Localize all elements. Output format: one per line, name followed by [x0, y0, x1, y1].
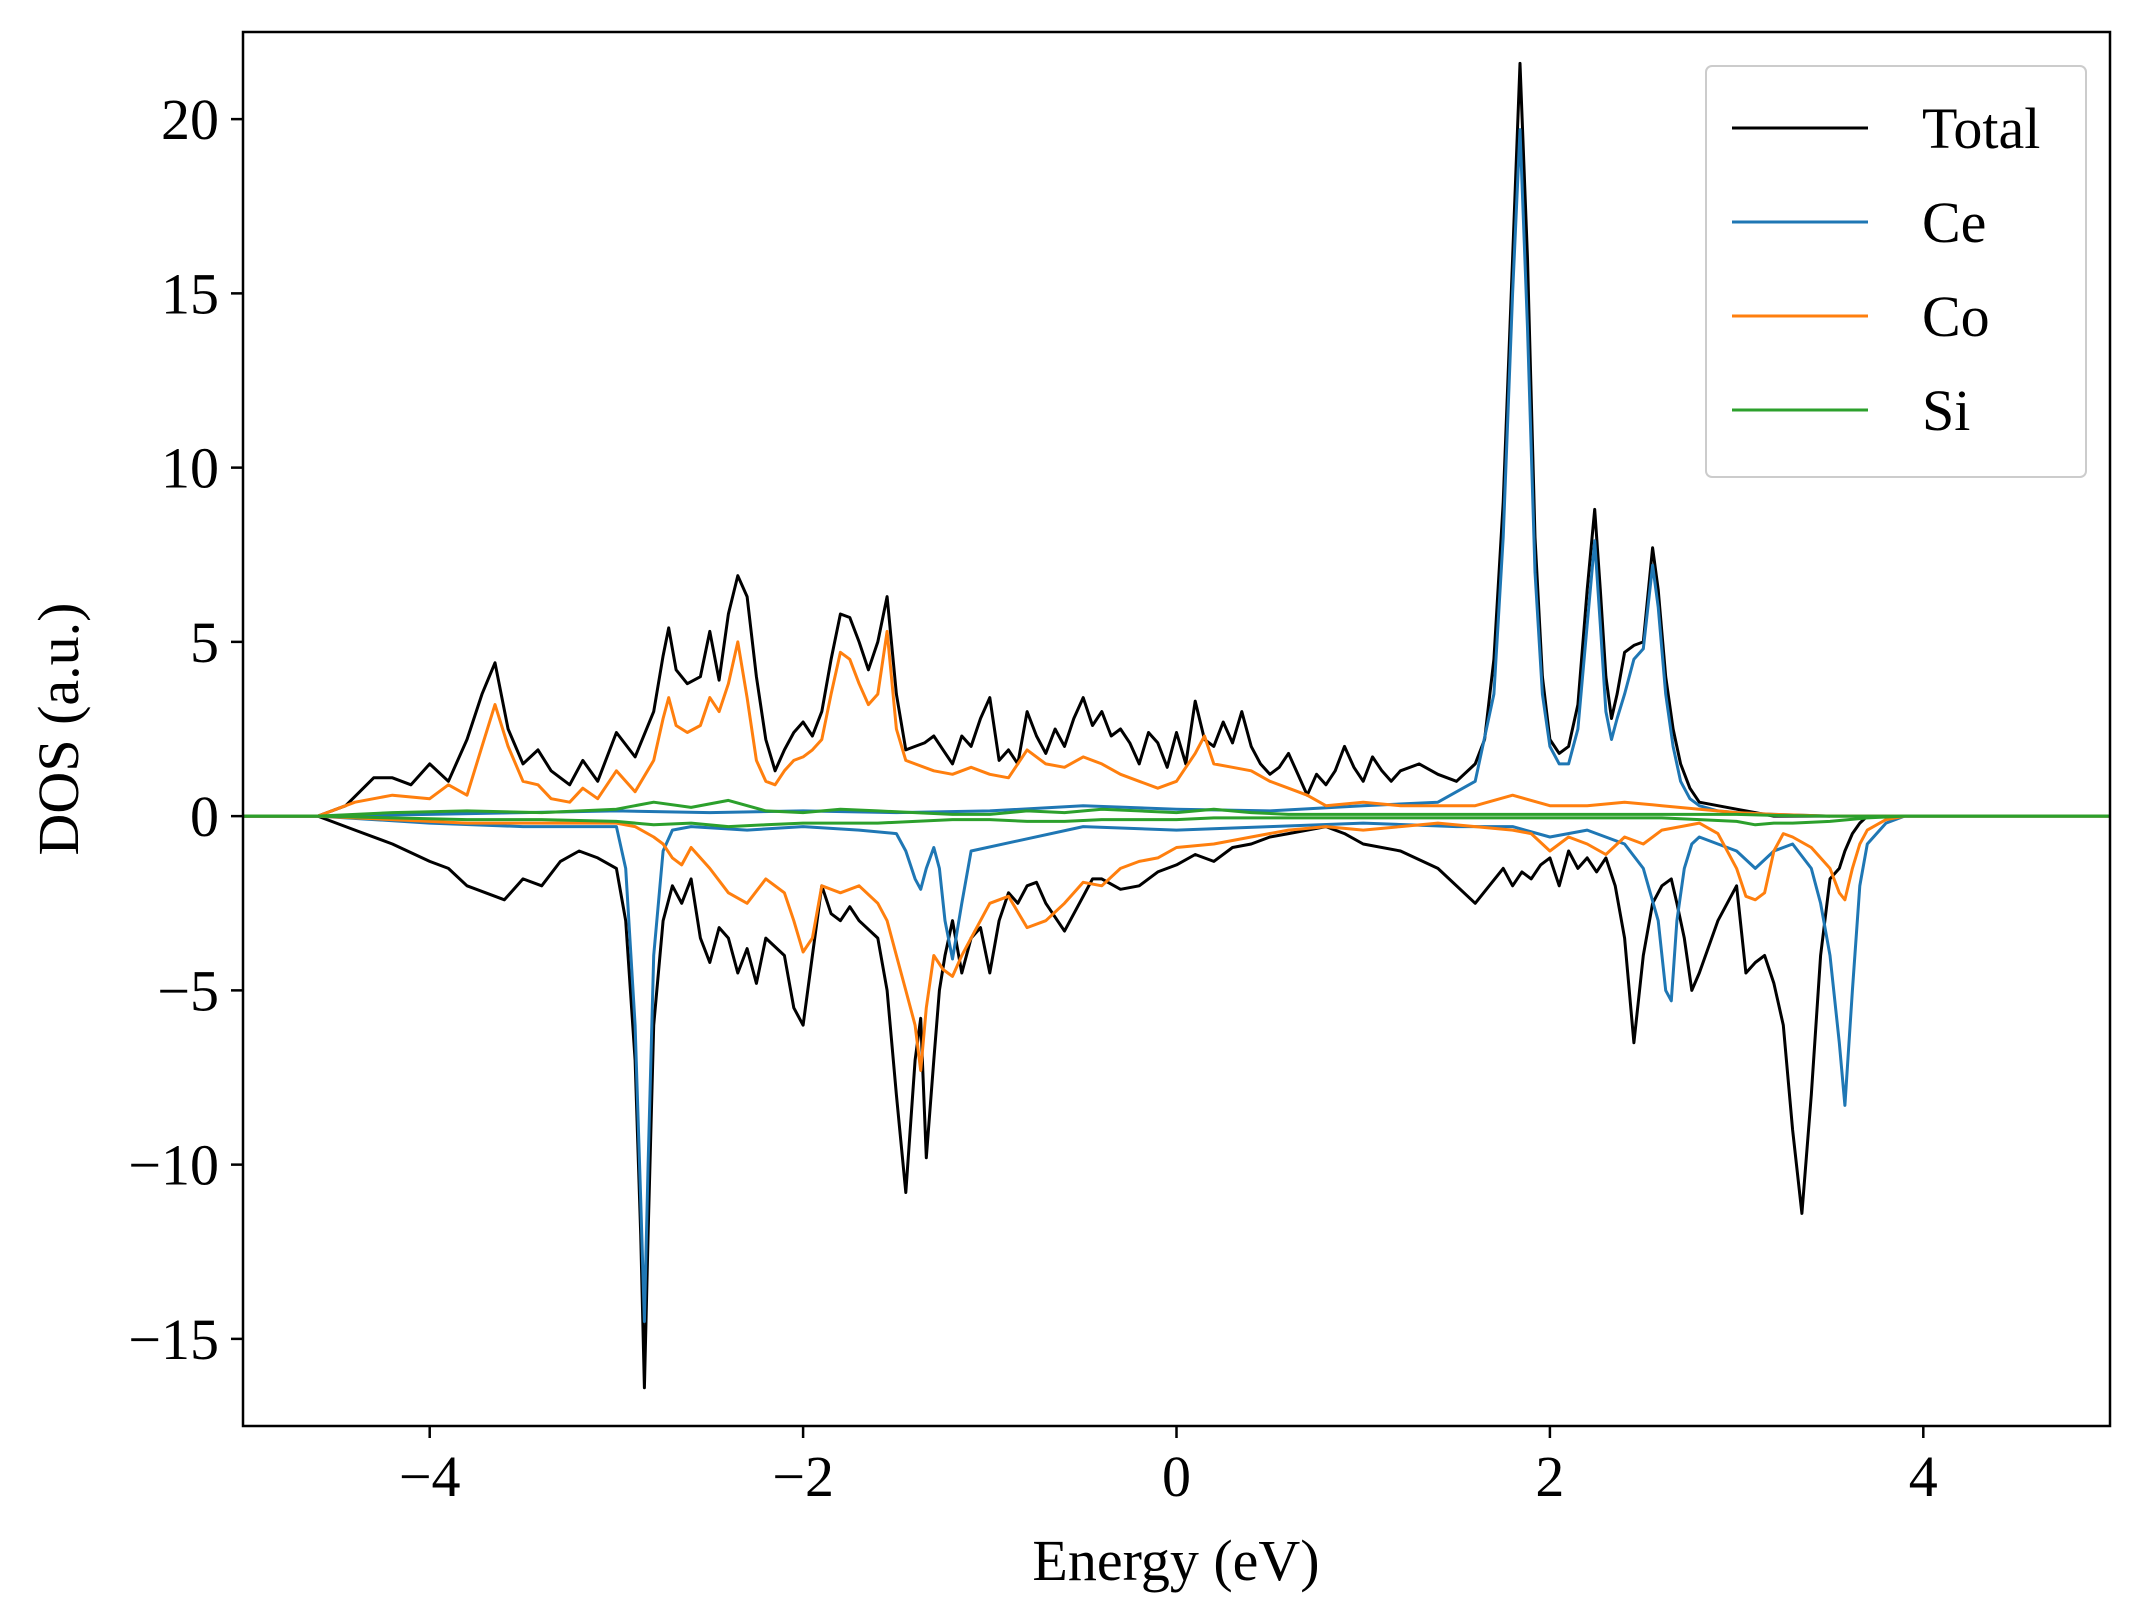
y-tick-label: 0 [190, 784, 219, 849]
series-ce-down-line [243, 814, 2110, 1323]
y-tick-label: −15 [128, 1307, 219, 1372]
y-axis-label: DOS (a.u.) [26, 603, 91, 856]
legend-label-si: Si [1922, 378, 1970, 443]
x-tick-label: −4 [399, 1444, 461, 1509]
y-tick-label: 15 [161, 261, 219, 326]
x-tick-label: 0 [1162, 1444, 1191, 1509]
y-axis-ticks: −15 −10 −5 0 5 10 15 20 [128, 87, 243, 1372]
series-total-down-line [243, 814, 1886, 1390]
y-tick-label: 10 [161, 436, 219, 501]
series-co-up-line [243, 629, 2110, 818]
x-tick-label: 2 [1535, 1444, 1564, 1509]
series-si-up-line [243, 798, 2110, 818]
x-axis-ticks: −4 −2 0 2 4 [399, 1426, 1938, 1509]
y-tick-label: 20 [161, 87, 219, 152]
series-group [243, 61, 2110, 1390]
y-tick-label: −10 [128, 1133, 219, 1198]
y-tick-label: −5 [157, 958, 219, 1023]
legend-label-total: Total [1922, 96, 2040, 161]
legend-label-ce: Ce [1922, 190, 1986, 255]
y-tick-label: 5 [190, 610, 219, 675]
legend: Total Ce Co Si [1705, 65, 2087, 478]
series-ce-up-line [243, 128, 2110, 818]
legend-label-co: Co [1922, 284, 1990, 349]
legend-box [1705, 65, 2087, 478]
series-total-up-line [243, 61, 1830, 818]
x-axis-label: Energy (eV) [1032, 1528, 1319, 1593]
x-tick-label: 4 [1909, 1444, 1938, 1509]
series-co-down-line [243, 814, 2110, 1072]
series-si-down-line [243, 814, 2110, 829]
x-tick-label: −2 [772, 1444, 834, 1509]
